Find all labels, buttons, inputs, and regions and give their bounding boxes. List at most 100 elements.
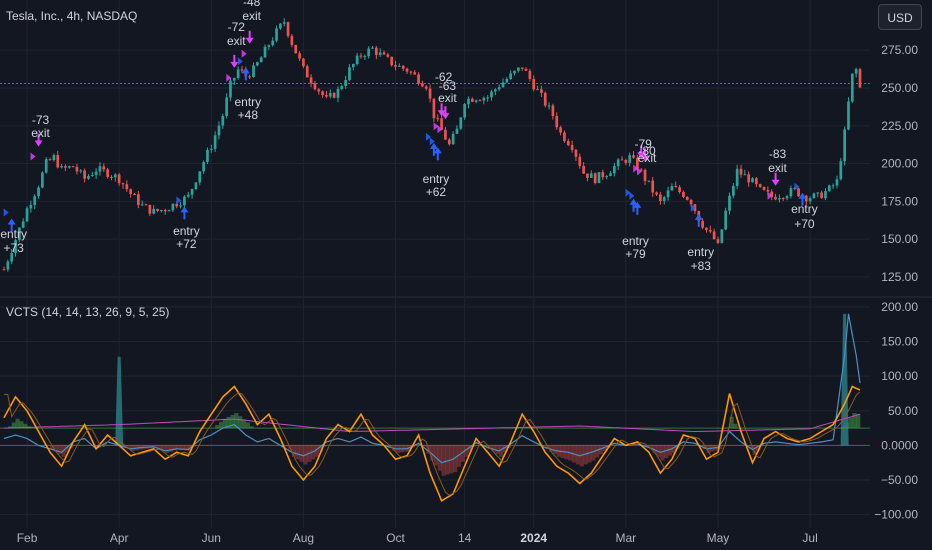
candle	[56, 150, 60, 169]
candle	[52, 153, 56, 162]
candle	[129, 188, 133, 198]
candle	[148, 204, 152, 217]
area-bar-positive	[230, 414, 235, 429]
candle	[160, 209, 163, 213]
candle	[190, 188, 194, 199]
candle	[202, 160, 205, 174]
candle	[225, 93, 228, 119]
candle	[701, 218, 704, 230]
indicator-title: VCTS (14, 14, 13, 26, 9, 5, 25)	[6, 305, 170, 319]
candle	[620, 156, 624, 161]
candle	[816, 192, 820, 198]
candle	[632, 151, 635, 159]
area-bar-positive	[19, 421, 24, 429]
candle	[570, 140, 574, 153]
candle	[812, 192, 816, 199]
candle	[528, 68, 532, 82]
candle	[440, 114, 443, 130]
candle	[390, 56, 394, 67]
area-bar-negative	[587, 445, 592, 463]
candle	[470, 97, 474, 103]
area-bar-negative	[583, 445, 588, 465]
candle	[540, 85, 543, 98]
candle	[363, 54, 367, 60]
candle	[401, 65, 405, 71]
x-tick-label: Feb	[17, 531, 38, 545]
candle	[563, 130, 566, 143]
area-bar-negative	[441, 445, 446, 476]
candle	[589, 170, 593, 178]
candle	[624, 158, 628, 166]
entry-signal: entry+79	[622, 188, 649, 261]
candle	[90, 171, 94, 177]
candle	[747, 171, 751, 187]
candle	[248, 74, 252, 80]
candle	[41, 171, 44, 189]
candle	[847, 97, 850, 131]
area-bar-positive	[215, 425, 220, 429]
candle	[213, 131, 217, 152]
candle	[290, 34, 294, 48]
candle	[789, 185, 793, 199]
area-bar-positive	[245, 422, 250, 429]
blue-oscillator-line	[3, 313, 861, 464]
ind-tick-label: −50.00	[881, 473, 918, 487]
candle	[83, 168, 86, 183]
entry-signal: entry+70	[791, 182, 818, 231]
area-bar-positive	[15, 418, 20, 429]
x-tick-label: May	[707, 531, 730, 545]
x-tick-label: Mar	[616, 531, 637, 545]
entry-signal	[429, 137, 442, 161]
candle	[547, 102, 551, 110]
signal-value: +70	[794, 217, 815, 231]
area-bar-positive	[848, 417, 853, 429]
x-tick-label: 2024	[520, 531, 547, 545]
signal-value: +72	[176, 237, 197, 251]
candle	[731, 183, 735, 199]
candle	[605, 174, 608, 180]
candle	[820, 190, 823, 199]
candle	[755, 177, 758, 188]
candle	[67, 165, 71, 169]
area-bar-negative	[702, 445, 707, 450]
area-bar-negative	[50, 445, 55, 450]
area-bar-negative	[545, 445, 550, 450]
candle	[194, 182, 198, 190]
candle	[298, 51, 301, 62]
signal-value: -72	[228, 20, 246, 34]
price-tick-label: 200.00	[881, 157, 918, 171]
area-bar-negative	[437, 445, 442, 471]
candle	[720, 229, 724, 244]
exit-signal: exit-73	[30, 113, 51, 161]
price-tick-label: 150.00	[881, 232, 918, 246]
signal-label: exit	[31, 126, 50, 140]
area-bar-negative	[464, 445, 469, 457]
area-bar-negative	[460, 445, 465, 462]
candle	[256, 61, 259, 67]
currency-button[interactable]: USD	[878, 4, 922, 30]
area-bar-negative	[165, 445, 170, 453]
signal-label: exit	[638, 151, 657, 165]
candle	[351, 63, 355, 71]
candle	[797, 187, 800, 197]
candle	[781, 197, 785, 202]
candle	[858, 67, 862, 89]
candle	[708, 225, 712, 234]
x-tick-label: Aug	[293, 531, 314, 545]
signal-label: exit	[438, 91, 457, 105]
area-bar-positive	[241, 419, 247, 429]
x-tick-label: Jul	[802, 531, 817, 545]
candle	[102, 163, 106, 172]
candle	[113, 173, 117, 182]
area-bar-negative	[483, 445, 488, 447]
area-bar-negative	[591, 445, 596, 461]
candle	[482, 96, 486, 105]
candle	[75, 163, 79, 175]
candle	[409, 70, 413, 75]
candle	[378, 48, 382, 58]
area-bar-negative	[126, 445, 131, 450]
area-bar-negative	[184, 445, 189, 451]
candle	[762, 186, 766, 191]
area-bar-negative	[295, 445, 300, 460]
candle	[758, 183, 762, 188]
